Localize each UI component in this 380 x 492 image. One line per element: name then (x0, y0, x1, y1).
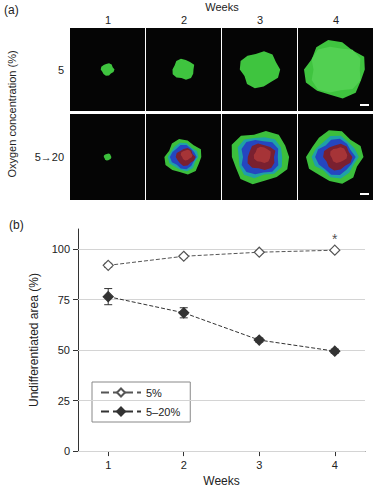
svg-text:3: 3 (256, 459, 262, 471)
svg-text:Oxygen concentration (%): Oxygen concentration (%) (6, 50, 18, 177)
svg-text:25: 25 (58, 395, 70, 407)
svg-text:1: 1 (105, 14, 111, 26)
svg-text:5: 5 (58, 64, 64, 76)
svg-text:100: 100 (52, 243, 70, 255)
svg-text:3: 3 (257, 14, 263, 26)
svg-text:1: 1 (105, 459, 111, 471)
svg-text:75: 75 (58, 294, 70, 306)
svg-text:Weeks: Weeks (203, 474, 239, 488)
svg-text:0: 0 (64, 445, 70, 457)
svg-text:2: 2 (181, 14, 187, 26)
svg-text:4: 4 (332, 459, 338, 471)
svg-text:(b): (b) (9, 218, 24, 232)
svg-text:2: 2 (181, 459, 187, 471)
svg-text:4: 4 (333, 14, 339, 26)
svg-text:(a): (a) (4, 3, 19, 17)
svg-text:5%: 5% (146, 387, 162, 399)
svg-text:5→20: 5→20 (35, 151, 64, 163)
svg-text:Undifferentiated area (%): Undifferentiated area (%) (27, 273, 41, 407)
svg-text:Weeks: Weeks (205, 1, 239, 13)
svg-text:50: 50 (58, 344, 70, 356)
svg-text:5–20%: 5–20% (146, 406, 180, 418)
